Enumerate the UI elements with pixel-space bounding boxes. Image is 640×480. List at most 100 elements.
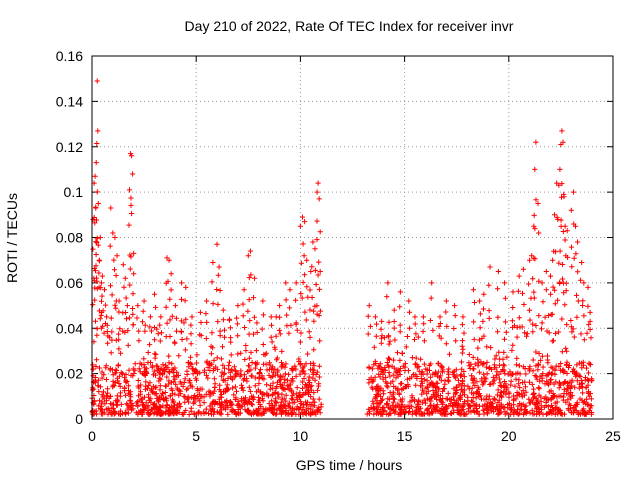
- data-point: [191, 411, 197, 417]
- data-point: [144, 366, 150, 372]
- data-point: [393, 375, 399, 381]
- data-point: [407, 325, 413, 331]
- data-point: [207, 403, 213, 409]
- data-point: [221, 334, 228, 340]
- data-point: [479, 376, 485, 382]
- data-point: [415, 334, 421, 340]
- y-tick-label: 0.06: [56, 275, 83, 291]
- data-point: [473, 395, 479, 401]
- data-point: [249, 402, 255, 408]
- data-point: [172, 391, 178, 397]
- data-point: [293, 280, 299, 286]
- data-point: [135, 303, 141, 309]
- data-point: [178, 329, 184, 335]
- data-point: [564, 391, 570, 397]
- data-point: [92, 173, 98, 179]
- data-point: [522, 384, 529, 390]
- data-point: [285, 386, 291, 392]
- data-point: [303, 317, 309, 323]
- data-point: [157, 404, 163, 410]
- data-point: [543, 287, 549, 293]
- data-point: [193, 368, 199, 374]
- data-point: [276, 327, 282, 333]
- data-point: [387, 410, 393, 417]
- data-point: [369, 379, 375, 385]
- data-point: [557, 166, 563, 172]
- data-point: [299, 295, 305, 301]
- data-point: [101, 372, 107, 378]
- data-point: [452, 313, 458, 319]
- data-point: [498, 369, 504, 375]
- data-point: [140, 308, 146, 314]
- data-point: [167, 333, 173, 340]
- data-point: [257, 367, 264, 373]
- data-point: [286, 330, 292, 336]
- data-point: [210, 399, 217, 405]
- data-point: [158, 314, 164, 320]
- data-point: [216, 264, 222, 270]
- data-point: [559, 276, 566, 282]
- data-point: [268, 322, 275, 328]
- data-point: [403, 344, 409, 350]
- plot-area: 0 5 10 15 20 25 0 0.02 0.04 0.06 0.08 0.1 0.12 0.14 0.…: [56, 48, 621, 444]
- data-point: [123, 316, 130, 322]
- data-point: [461, 374, 467, 380]
- data-point: [139, 362, 145, 368]
- data-point: [416, 411, 422, 417]
- data-point: [182, 347, 188, 353]
- data-point: [98, 280, 104, 286]
- data-point: [486, 315, 492, 321]
- data-point: [461, 399, 468, 405]
- data-point: [386, 404, 392, 410]
- data-point: [424, 396, 430, 402]
- data-point: [126, 383, 132, 389]
- data-point: [486, 282, 492, 288]
- data-point: [229, 375, 235, 381]
- data-point: [197, 309, 203, 315]
- plot-frame: [91, 55, 614, 420]
- data-point: [475, 363, 481, 369]
- data-point: [152, 337, 158, 343]
- data-point: [122, 329, 128, 335]
- data-point: [492, 397, 498, 403]
- data-point: [376, 401, 382, 407]
- data-point: [559, 128, 565, 134]
- data-point: [451, 386, 457, 392]
- data-point: [157, 322, 163, 328]
- data-point: [273, 333, 279, 339]
- data-point: [136, 409, 142, 415]
- data-point: [426, 362, 432, 368]
- data-point: [163, 405, 169, 411]
- data-point: [113, 367, 119, 374]
- data-point: [552, 367, 558, 373]
- data-point: [371, 411, 377, 417]
- data-point: [95, 377, 101, 383]
- data-point: [146, 411, 152, 417]
- data-point: [187, 380, 193, 386]
- data-point: [364, 411, 370, 417]
- data-point: [395, 367, 401, 373]
- data-point: [117, 326, 123, 332]
- data-point: [518, 402, 524, 408]
- data-point: [133, 410, 139, 416]
- data-point: [116, 298, 122, 304]
- data-point: [448, 410, 454, 416]
- data-point: [533, 396, 539, 402]
- data-point: [397, 371, 403, 378]
- data-point: [556, 260, 562, 266]
- data-point: [166, 257, 172, 263]
- data-point: [165, 278, 171, 284]
- data-point: [526, 307, 532, 313]
- data-point: [579, 365, 585, 371]
- data-point: [201, 394, 207, 400]
- data-point: [506, 400, 512, 406]
- data-point: [217, 382, 223, 388]
- data-point: [413, 405, 419, 411]
- data-point: [198, 333, 204, 339]
- data-point: [570, 189, 576, 195]
- data-point: [95, 200, 101, 207]
- data-point: [580, 302, 586, 309]
- data-point: [316, 196, 322, 202]
- data-point: [289, 389, 295, 395]
- data-point: [246, 384, 252, 390]
